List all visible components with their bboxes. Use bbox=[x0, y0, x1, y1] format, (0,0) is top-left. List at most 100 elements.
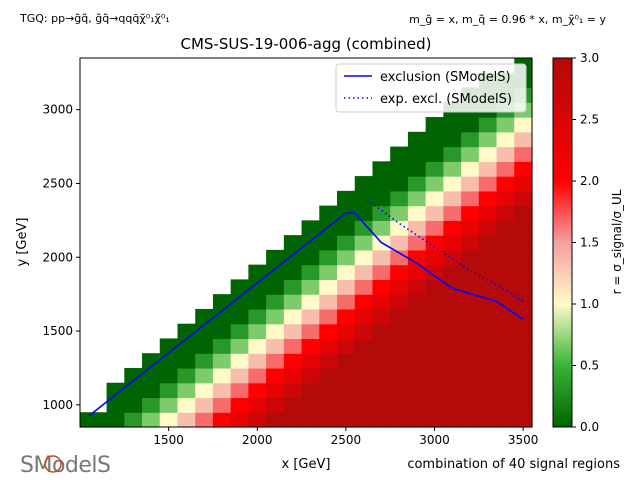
heat-cell bbox=[337, 249, 356, 266]
heat-cell bbox=[425, 294, 444, 310]
heat-cell bbox=[319, 264, 338, 280]
heat-cell bbox=[266, 308, 285, 325]
heat-cell bbox=[337, 353, 356, 369]
heat-cell bbox=[230, 412, 249, 428]
heat-cell bbox=[461, 161, 480, 177]
heat-cell bbox=[372, 249, 391, 266]
heat-cell bbox=[496, 131, 515, 148]
heat-cell bbox=[283, 397, 303, 413]
y-tick-label: 2500 bbox=[42, 176, 73, 190]
heat-cell bbox=[159, 367, 179, 384]
heat-cell bbox=[461, 205, 480, 221]
heat-cell bbox=[496, 294, 515, 310]
heat-cell bbox=[266, 249, 285, 266]
heat-cell bbox=[301, 264, 320, 280]
heat-cell bbox=[230, 308, 249, 325]
heat-cell bbox=[337, 220, 356, 236]
heat-cell bbox=[496, 249, 515, 266]
heat-cell bbox=[212, 323, 232, 340]
heat-cell bbox=[478, 279, 498, 295]
heat-cell bbox=[319, 279, 338, 295]
heat-cell bbox=[354, 353, 374, 369]
heat-cell bbox=[319, 249, 338, 266]
heat-cell bbox=[496, 397, 515, 413]
heat-cell bbox=[195, 382, 214, 399]
heat-cell bbox=[461, 338, 480, 354]
heat-cell bbox=[425, 161, 444, 177]
heat-cell bbox=[425, 146, 444, 162]
plot-frame bbox=[79, 57, 533, 428]
heat-cell bbox=[478, 397, 498, 413]
colorbar-ticks: 0.0 0.5 1.0 1.5 2.0 2.5 3.0 bbox=[572, 51, 599, 434]
heat-cell bbox=[177, 382, 196, 399]
heat-cell bbox=[88, 412, 108, 428]
heat-cell bbox=[461, 308, 480, 325]
heat-cell bbox=[142, 382, 161, 399]
heat-cell bbox=[266, 397, 285, 413]
heat-cell bbox=[514, 397, 533, 413]
heat-cell bbox=[514, 323, 533, 340]
heat-cell bbox=[478, 412, 498, 428]
heat-cell bbox=[248, 323, 267, 340]
heat-cell bbox=[354, 264, 374, 280]
heat-cell bbox=[425, 190, 444, 207]
exclusion-curves bbox=[88, 199, 524, 417]
heat-cell bbox=[354, 397, 374, 413]
heat-cell bbox=[390, 161, 409, 177]
heat-cell bbox=[283, 367, 303, 384]
heat-cell bbox=[354, 382, 374, 399]
heat-cell bbox=[195, 397, 214, 413]
heat-cell bbox=[478, 353, 498, 369]
heat-cell bbox=[354, 176, 374, 192]
heat-cell bbox=[212, 367, 232, 384]
heat-cell bbox=[283, 308, 303, 325]
heat-cell bbox=[514, 308, 533, 325]
heat-cell bbox=[106, 397, 125, 413]
heat-cell bbox=[443, 279, 462, 295]
heat-cell bbox=[372, 353, 391, 369]
heat-cell bbox=[496, 176, 515, 192]
heat-cell bbox=[425, 323, 444, 340]
heat-cell bbox=[177, 323, 196, 340]
heat-cell bbox=[319, 412, 338, 428]
heat-cell bbox=[407, 412, 427, 428]
heat-cell bbox=[230, 323, 249, 340]
y-tick-label: 3000 bbox=[42, 103, 73, 117]
process-label: TGQ: pp→g̃q̃, g̃q̃→qqq̄χ̃⁰₁χ̃⁰₁ bbox=[19, 12, 170, 25]
heat-cell bbox=[425, 117, 444, 133]
legend-box bbox=[335, 63, 527, 113]
heat-cell bbox=[372, 205, 391, 221]
y-tick-label: 1500 bbox=[42, 324, 73, 338]
heat-cell bbox=[212, 338, 232, 354]
heat-cell bbox=[461, 176, 480, 192]
heat-cell bbox=[496, 161, 515, 177]
heat-cell bbox=[354, 205, 374, 221]
heat-cell bbox=[407, 235, 427, 251]
heat-cell bbox=[478, 176, 498, 192]
heat-cell bbox=[443, 205, 462, 221]
heat-cell bbox=[514, 235, 533, 251]
heat-cell bbox=[337, 279, 356, 295]
heat-cell bbox=[106, 382, 125, 399]
heat-cell bbox=[425, 308, 444, 325]
heat-cell bbox=[301, 367, 320, 384]
heat-cell bbox=[496, 353, 515, 369]
heat-cell bbox=[461, 264, 480, 280]
heat-cell bbox=[372, 338, 391, 354]
heat-cell bbox=[514, 205, 533, 221]
heat-cell bbox=[514, 117, 533, 133]
heat-cell bbox=[142, 367, 161, 384]
heat-cell bbox=[266, 323, 285, 340]
heat-cell bbox=[337, 235, 356, 251]
heat-cell bbox=[496, 308, 515, 325]
heat-cell bbox=[478, 161, 498, 177]
heat-cell bbox=[301, 412, 320, 428]
heat-cell bbox=[372, 367, 391, 384]
heat-cell bbox=[514, 353, 533, 369]
heat-cell bbox=[407, 279, 427, 295]
heat-cell bbox=[354, 294, 374, 310]
heat-cell bbox=[407, 397, 427, 413]
heat-cell bbox=[443, 235, 462, 251]
heat-cell bbox=[390, 412, 409, 428]
heat-cell bbox=[372, 397, 391, 413]
